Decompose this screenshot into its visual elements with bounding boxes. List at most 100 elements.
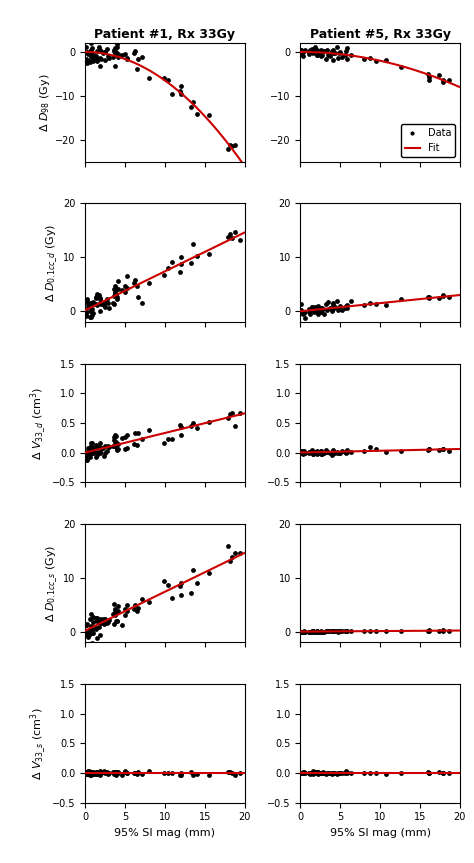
Point: [82, 453, 90, 467]
Point: [118, 284, 126, 298]
Point: [123, 428, 130, 442]
Point: [100, 765, 107, 779]
Point: [109, 439, 117, 453]
Point: [439, 443, 447, 457]
Point: [425, 290, 433, 304]
Point: [298, 445, 305, 459]
Point: [146, 424, 153, 438]
Point: [97, 304, 104, 318]
Point: [90, 767, 97, 781]
Point: [133, 280, 141, 293]
Point: [333, 41, 340, 54]
Point: [329, 765, 337, 779]
Point: [87, 304, 94, 318]
Point: [344, 765, 351, 779]
Point: [189, 768, 197, 782]
Point: [88, 608, 95, 621]
Point: [97, 297, 105, 311]
Point: [331, 625, 338, 639]
Point: [319, 301, 326, 315]
Point: [92, 53, 100, 66]
Point: [86, 447, 94, 461]
Point: [342, 765, 350, 778]
Point: [92, 767, 100, 781]
Point: [205, 768, 213, 782]
Point: [224, 142, 232, 155]
Point: [299, 49, 306, 63]
Point: [113, 292, 120, 306]
Point: [317, 43, 325, 57]
Point: [301, 305, 308, 318]
Point: [299, 45, 307, 59]
Point: [87, 311, 94, 324]
Point: [93, 44, 100, 58]
Point: [310, 47, 317, 60]
Point: [86, 45, 94, 59]
Point: [445, 290, 452, 304]
Point: [317, 305, 325, 318]
Point: [121, 34, 128, 47]
Point: [92, 291, 100, 305]
Point: [105, 301, 113, 315]
Point: [164, 578, 172, 592]
Point: [169, 432, 176, 446]
Point: [82, 449, 89, 463]
Point: [87, 619, 95, 633]
Point: [123, 280, 130, 294]
Point: [309, 765, 317, 778]
Point: [134, 601, 142, 614]
Point: [121, 279, 128, 293]
Point: [97, 442, 105, 456]
Point: [436, 292, 443, 306]
Point: [310, 625, 317, 639]
Point: [327, 765, 334, 779]
Point: [425, 443, 433, 457]
Point: [193, 576, 201, 590]
Point: [329, 624, 337, 638]
Point: [84, 299, 92, 313]
Point: [114, 599, 122, 613]
Point: [131, 765, 139, 779]
Point: [228, 406, 236, 420]
Point: [301, 765, 308, 778]
Point: [87, 47, 94, 60]
Point: [87, 767, 94, 781]
Point: [118, 47, 126, 61]
Point: [320, 306, 328, 320]
Point: [299, 625, 307, 639]
Point: [309, 624, 316, 638]
Point: [228, 231, 236, 245]
Point: [96, 765, 104, 779]
Point: [338, 444, 346, 458]
Point: [118, 618, 126, 632]
Point: [297, 625, 304, 639]
Point: [314, 446, 322, 460]
Point: [114, 274, 122, 287]
Point: [228, 140, 236, 154]
Point: [92, 290, 100, 304]
Point: [113, 40, 121, 54]
Point: [89, 766, 96, 780]
Point: [227, 554, 234, 568]
Point: [176, 265, 184, 279]
Point: [298, 444, 305, 457]
Point: [100, 297, 107, 311]
Point: [92, 621, 100, 635]
Point: [112, 766, 119, 780]
Point: [96, 52, 103, 66]
Point: [164, 72, 172, 86]
Point: [342, 624, 350, 638]
Point: [93, 612, 100, 626]
Point: [383, 767, 390, 781]
Point: [329, 302, 337, 316]
Point: [96, 291, 103, 305]
Point: [112, 287, 120, 301]
Point: [343, 41, 350, 54]
Point: [85, 442, 92, 456]
Point: [87, 444, 95, 458]
Point: [320, 625, 328, 639]
Point: [297, 297, 304, 311]
Point: [111, 603, 118, 617]
Point: [100, 617, 108, 631]
Point: [96, 440, 103, 454]
